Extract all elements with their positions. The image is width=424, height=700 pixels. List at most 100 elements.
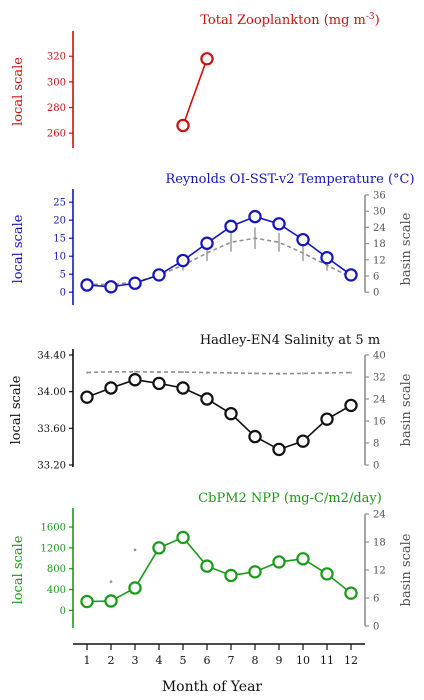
data-point bbox=[200, 236, 214, 250]
right-tick-label: 36 bbox=[373, 191, 386, 202]
data-point bbox=[128, 581, 142, 595]
x-tick-label: 5 bbox=[180, 654, 187, 667]
x-tick-label: 11 bbox=[320, 654, 334, 667]
x-axis-label: Month of Year bbox=[162, 679, 263, 695]
x-tick-label: 3 bbox=[132, 654, 139, 667]
data-point bbox=[128, 373, 142, 387]
left-tick-label: 300 bbox=[47, 77, 66, 88]
left-axis-label: local scale bbox=[9, 375, 24, 444]
left-tick-label: 280 bbox=[47, 103, 66, 114]
left-tick-label: 0 bbox=[60, 606, 66, 617]
left-tick-label: 400 bbox=[47, 585, 66, 596]
right-tick-label: 0 bbox=[373, 288, 379, 299]
data-point bbox=[224, 219, 238, 234]
right-tick-label: 24 bbox=[373, 510, 386, 521]
right-tick-label: 18 bbox=[373, 239, 386, 250]
data-point bbox=[344, 586, 358, 600]
data-point bbox=[200, 392, 214, 406]
panel-sst: Reynolds OI-SST-v2 Temperature (°C) 0 5 10 1… bbox=[11, 172, 415, 305]
data-point bbox=[200, 559, 214, 573]
data-point bbox=[248, 565, 262, 579]
data-point bbox=[200, 52, 214, 66]
left-axis-label: local scale bbox=[11, 535, 26, 604]
x-tick-label: 12 bbox=[344, 654, 358, 667]
data-point bbox=[296, 434, 310, 448]
left-tick-label: 34.40 bbox=[37, 351, 66, 362]
data-point bbox=[224, 568, 238, 583]
data-point bbox=[224, 406, 238, 421]
right-tick-label: 12 bbox=[373, 255, 386, 266]
left-tick-label: 320 bbox=[47, 52, 66, 63]
data-point bbox=[176, 118, 190, 133]
right-tick-label: 16 bbox=[373, 417, 386, 428]
data-point bbox=[344, 398, 358, 413]
data-point bbox=[272, 217, 286, 231]
left-tick-label: 1600 bbox=[41, 523, 66, 534]
x-tick-label: 1 bbox=[84, 654, 91, 667]
left-tick-label: 10 bbox=[53, 252, 66, 263]
right-tick-label: 18 bbox=[373, 538, 386, 549]
left-tick-label: 25 bbox=[53, 198, 66, 209]
panel-title: CbPM2 NPP (mg-C/m2/day) bbox=[198, 491, 382, 506]
left-tick-label: 0 bbox=[60, 288, 66, 299]
left-axis-label: local scale bbox=[11, 57, 26, 126]
right-tick-label: 30 bbox=[373, 207, 386, 218]
left-tick-label: 5 bbox=[60, 270, 66, 281]
data-point bbox=[320, 567, 334, 581]
x-tick-label: 10 bbox=[296, 654, 310, 667]
series-line bbox=[86, 536, 352, 603]
data-point bbox=[176, 381, 190, 395]
data-point bbox=[320, 250, 334, 265]
x-tick-label: 6 bbox=[204, 654, 211, 667]
data-point bbox=[176, 530, 190, 545]
left-tick-label: 15 bbox=[53, 234, 66, 245]
right-tick-label: 24 bbox=[373, 395, 386, 406]
x-tick-label: 4 bbox=[156, 654, 163, 667]
right-tick-label: 24 bbox=[373, 223, 386, 234]
data-point bbox=[80, 390, 94, 404]
left-tick-label: 34.00 bbox=[37, 387, 66, 398]
basin-series-line bbox=[86, 370, 352, 375]
right-tick-label: 0 bbox=[373, 461, 379, 472]
left-tick-label: 20 bbox=[53, 216, 66, 227]
data-point bbox=[176, 253, 190, 268]
series-line bbox=[86, 378, 352, 451]
panel-title: Hadley-EN4 Salinity at 5 m bbox=[200, 333, 380, 348]
data-point bbox=[104, 280, 118, 294]
data-point bbox=[152, 541, 166, 555]
right-tick-label: 40 bbox=[373, 351, 386, 362]
panel-npp: CbPM2 NPP (mg-C/m2/day) 0 400 800 1200 1600 lo… bbox=[11, 491, 414, 633]
data-point bbox=[272, 442, 286, 457]
left-tick-label: 33.60 bbox=[37, 424, 66, 435]
panels: Total Zooplankton (mg m-3)260280300320lo… bbox=[9, 12, 415, 633]
x-tick-label: 7 bbox=[228, 654, 235, 667]
series-line bbox=[86, 215, 352, 288]
right-tick-label: 6 bbox=[373, 272, 379, 283]
x-tick-label: 8 bbox=[252, 654, 259, 667]
right-tick-label: 8 bbox=[373, 439, 379, 450]
left-tick-label: 1200 bbox=[41, 543, 66, 554]
data-point bbox=[272, 555, 286, 569]
left-axis-label: local scale bbox=[11, 214, 26, 283]
right-tick-label: 32 bbox=[373, 373, 386, 384]
data-point bbox=[320, 412, 334, 426]
right-tick-label: 12 bbox=[373, 566, 386, 577]
right-tick-label: 0 bbox=[373, 622, 379, 633]
data-point bbox=[248, 209, 262, 224]
right-tick-label: 6 bbox=[373, 594, 379, 605]
data-point bbox=[152, 268, 166, 282]
panel-title: Reynolds OI-SST-v2 Temperature (°C) bbox=[165, 172, 414, 187]
left-tick-label: 33.20 bbox=[37, 461, 66, 472]
basin-point bbox=[109, 580, 113, 583]
x-tick-label: 9 bbox=[276, 654, 283, 667]
data-point bbox=[152, 376, 166, 391]
panel-title: Total Zooplankton (mg m-3) bbox=[200, 12, 380, 28]
data-point bbox=[128, 276, 142, 290]
right-axis-label: basin scale bbox=[399, 373, 414, 446]
panel-zoo: Total Zooplankton (mg m-3) 260 280 300 320 lo… bbox=[11, 12, 380, 148]
right-axis-label: basin scale bbox=[399, 212, 414, 285]
data-point bbox=[248, 429, 262, 444]
data-point bbox=[104, 594, 118, 608]
data-point bbox=[80, 594, 94, 609]
data-point bbox=[296, 232, 310, 247]
